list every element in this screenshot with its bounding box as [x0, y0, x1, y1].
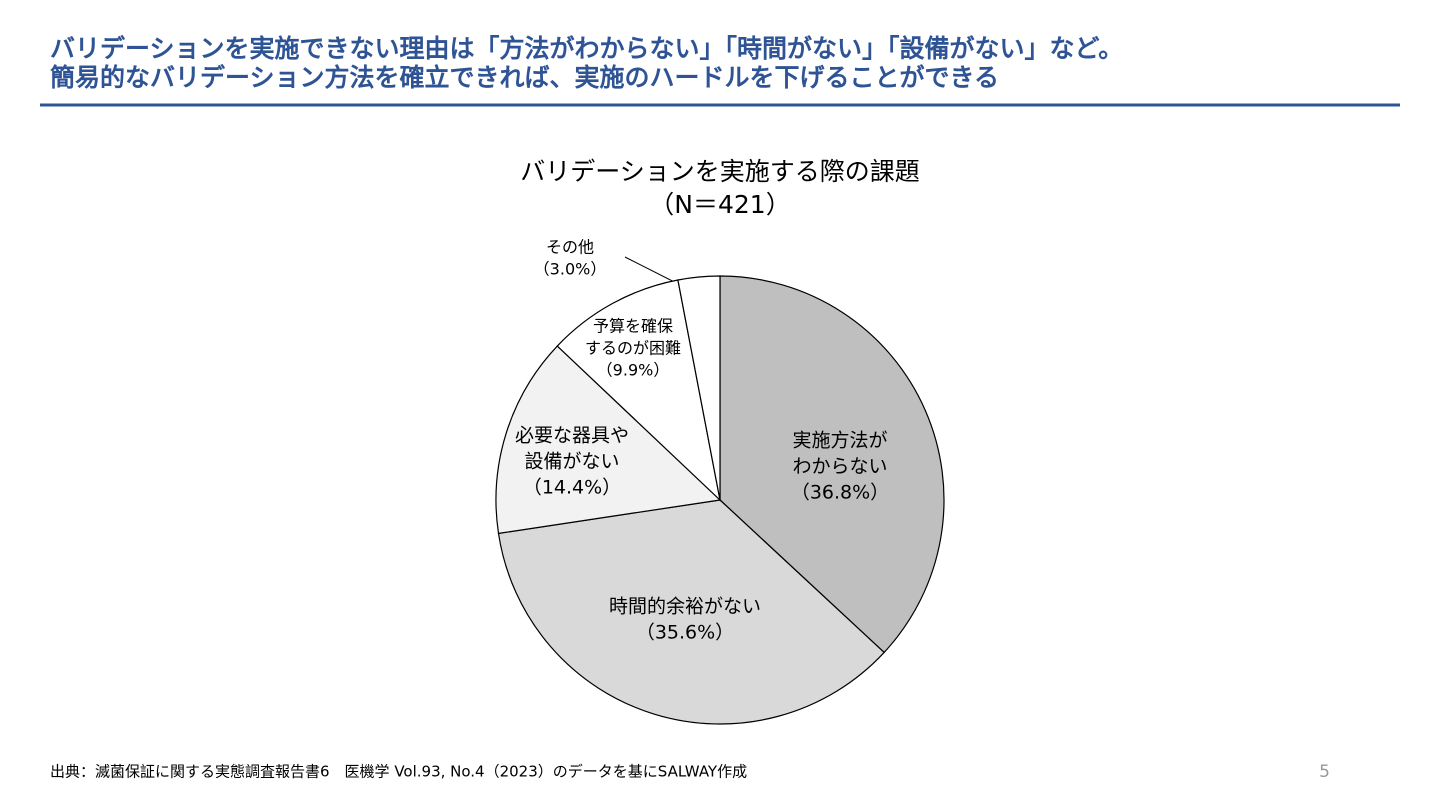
chart-title: バリデーションを実施する際の課題 — [520, 157, 920, 186]
slice-label: 時間的余裕がない — [609, 596, 761, 618]
page-number: 5 — [1319, 762, 1330, 782]
value-label: （9.9%） — [597, 361, 670, 380]
value-label: （36.8%） — [791, 482, 889, 504]
value-label: （3.0%） — [534, 260, 607, 279]
value-label: （14.4%） — [523, 477, 621, 499]
chart-subtitle: （N＝421） — [649, 190, 790, 219]
pie-slice — [497, 499, 885, 725]
slice-label: わからない — [792, 456, 887, 478]
source: 出典：滅菌保証に関する実態調査報告書6 医機学 Vol.93, No.4（202… — [50, 763, 747, 781]
slice-label: 必要な器具や — [515, 425, 629, 447]
pie-slice — [719, 275, 945, 654]
slice-label: 予算を確保 — [593, 317, 673, 336]
value-label: （35.6%） — [636, 622, 734, 644]
pie-slice — [556, 279, 721, 502]
slice-label: するのが困難 — [585, 339, 681, 358]
pie-slice — [495, 345, 722, 535]
header-title: バリデーションを実施できない理由は「方法がわからない」「時間がない」「設備がない… — [50, 34, 1123, 63]
pie-slice — [677, 275, 721, 501]
slice-label: 設備がない — [524, 451, 619, 473]
slice-label: その他 — [546, 238, 594, 257]
slice-label: 実施方法が — [792, 430, 887, 452]
header-title: 簡易的なバリデーション方法を確立できれば、実施のハードルを下げることができる — [50, 63, 999, 92]
